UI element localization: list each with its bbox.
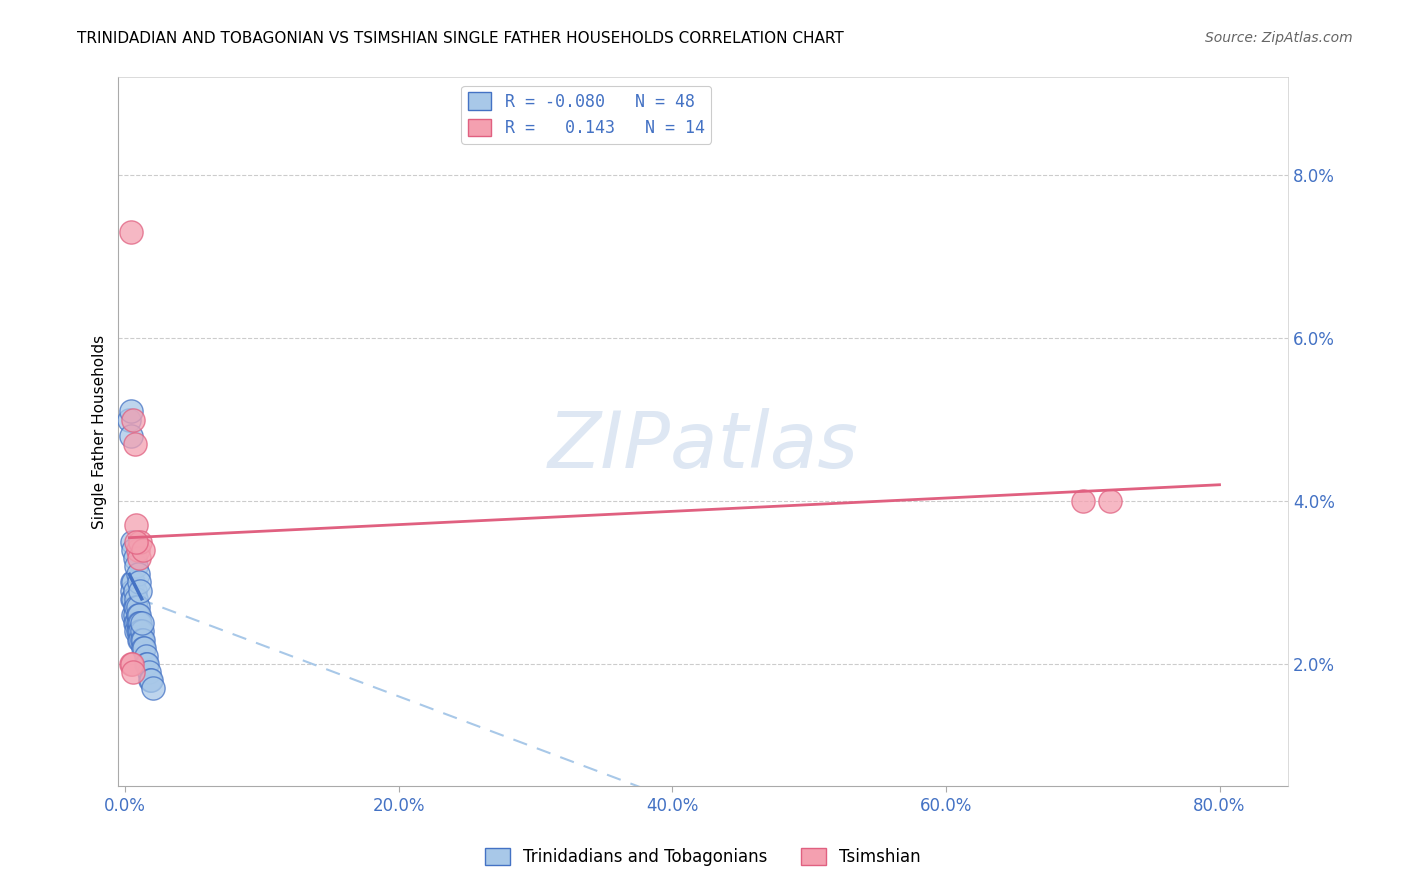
Point: [124, 551, 146, 566]
Point: [141, 673, 163, 688]
Text: Source: ZipAtlas.com: Source: ZipAtlas.com: [1205, 31, 1353, 45]
Point: [120, 404, 142, 418]
Point: [142, 681, 165, 696]
Point: [125, 616, 148, 631]
Point: [122, 591, 145, 606]
Point: [125, 559, 148, 574]
Point: [131, 632, 153, 647]
Point: [1071, 494, 1094, 508]
Point: [120, 225, 142, 239]
Point: [120, 657, 142, 671]
Point: [127, 567, 149, 582]
Point: [125, 599, 148, 614]
Point: [122, 575, 145, 590]
Point: [129, 632, 152, 647]
Point: [127, 542, 149, 557]
Point: [129, 583, 152, 598]
Point: [124, 437, 146, 451]
Point: [132, 640, 155, 655]
Point: [128, 551, 150, 566]
Legend: Trinidadians and Tobagonians, Tsimshian: Trinidadians and Tobagonians, Tsimshian: [478, 841, 928, 873]
Point: [139, 673, 162, 688]
Point: [138, 665, 160, 679]
Point: [124, 599, 146, 614]
Y-axis label: Single Father Households: Single Father Households: [93, 334, 107, 529]
Point: [122, 542, 145, 557]
Point: [121, 583, 143, 598]
Point: [127, 616, 149, 631]
Point: [131, 616, 153, 631]
Point: [124, 608, 146, 623]
Point: [122, 665, 145, 679]
Point: [120, 429, 142, 443]
Point: [121, 575, 143, 590]
Point: [132, 632, 155, 647]
Point: [129, 616, 152, 631]
Point: [129, 534, 152, 549]
Point: [124, 616, 146, 631]
Point: [128, 575, 150, 590]
Point: [128, 632, 150, 647]
Point: [125, 534, 148, 549]
Point: [135, 648, 157, 663]
Point: [128, 608, 150, 623]
Point: [128, 624, 150, 639]
Point: [129, 624, 152, 639]
Point: [128, 616, 150, 631]
Point: [122, 412, 145, 426]
Point: [121, 534, 143, 549]
Point: [131, 624, 153, 639]
Point: [121, 591, 143, 606]
Legend: R = -0.080   N = 48, R =   0.143   N = 14: R = -0.080 N = 48, R = 0.143 N = 14: [461, 86, 711, 144]
Point: [125, 591, 148, 606]
Point: [125, 518, 148, 533]
Point: [136, 657, 159, 671]
Point: [122, 608, 145, 623]
Point: [132, 542, 155, 557]
Point: [134, 640, 156, 655]
Text: ZIPatlas: ZIPatlas: [548, 408, 859, 484]
Point: [121, 657, 143, 671]
Point: [125, 624, 148, 639]
Text: TRINIDADIAN AND TOBAGONIAN VS TSIMSHIAN SINGLE FATHER HOUSEHOLDS CORRELATION CHA: TRINIDADIAN AND TOBAGONIAN VS TSIMSHIAN …: [77, 31, 844, 46]
Point: [127, 599, 149, 614]
Point: [124, 583, 146, 598]
Point: [127, 608, 149, 623]
Point: [1099, 494, 1122, 508]
Point: [118, 412, 141, 426]
Point: [135, 657, 157, 671]
Point: [127, 624, 149, 639]
